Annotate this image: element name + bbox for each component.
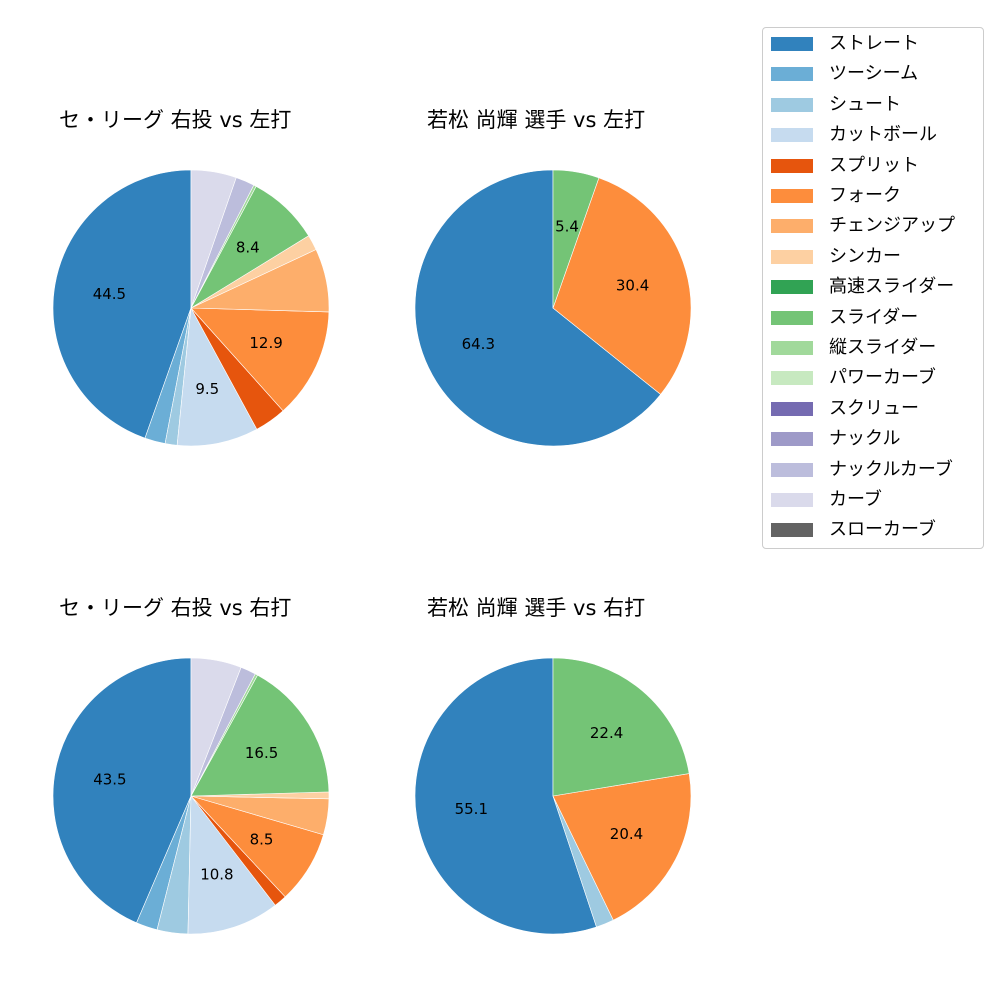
slice-value-label: 20.4 <box>610 825 643 843</box>
legend-label: スプリット <box>829 154 919 176</box>
pie-slice <box>190 657 242 797</box>
slice-value-label: 30.4 <box>616 276 649 294</box>
pie-slice <box>414 657 597 935</box>
legend-swatch <box>771 280 813 295</box>
legend-label: スローカーブ <box>829 519 936 541</box>
pie-slice <box>190 307 330 412</box>
slice-value-label: 43.5 <box>93 770 126 788</box>
chart-title-top-left: セ・リーグ 右投 vs 左打 <box>59 108 292 132</box>
chart-title-bottom-left: セ・リーグ 右投 vs 右打 <box>59 596 292 620</box>
legend-label: 縦スライダー <box>829 337 937 358</box>
legend-label: カーブ <box>829 489 882 510</box>
pie-slice <box>190 169 237 309</box>
legend-swatch <box>771 128 813 143</box>
legend-swatch <box>771 97 813 112</box>
legend-swatch <box>771 67 813 82</box>
legend-swatch <box>771 310 813 325</box>
legend-label: チェンジアップ <box>829 215 955 237</box>
legend-label: 高速スライダー <box>829 276 955 298</box>
legend-swatch <box>771 189 813 203</box>
chart-title-top-right: 若松 尚輝 選手 vs 左打 <box>427 108 646 132</box>
pie-slice <box>52 657 192 924</box>
pie-slice <box>52 169 192 439</box>
legend-label: フォーク <box>829 185 901 206</box>
legend-label: シュート <box>829 93 901 115</box>
legend-label: カットボール <box>829 124 937 146</box>
legend-label: ツーシーム <box>829 63 919 85</box>
legend-label: ナックル <box>829 428 901 450</box>
pie-slice <box>552 169 600 309</box>
slice-value-label: 5.4 <box>555 217 579 235</box>
pie-slice <box>176 307 258 447</box>
legend-label: パワーカーブ <box>829 367 936 389</box>
slice-value-label: 12.9 <box>249 334 282 352</box>
legend-swatch <box>771 341 813 355</box>
slice-value-label: 44.5 <box>93 285 126 303</box>
legend-swatch <box>771 371 813 386</box>
pie-slice <box>552 773 692 921</box>
legend-swatch <box>771 493 813 507</box>
slice-value-label: 55.1 <box>455 800 488 818</box>
slice-value-label: 22.4 <box>590 724 623 742</box>
legend-swatch <box>771 462 813 477</box>
legend-label: シンカー <box>829 245 901 267</box>
slice-value-label: 64.3 <box>462 335 495 353</box>
pie-slice <box>552 177 692 395</box>
legend-label: ストレート <box>829 33 919 54</box>
slice-value-label: 9.5 <box>195 380 219 398</box>
pie-slice <box>414 169 662 447</box>
slice-value-label: 8.4 <box>236 239 260 257</box>
pie-slice <box>187 795 276 935</box>
legend: ストレートツーシームシュートカットボール スプリットフォークチェンジアップ シンカー… <box>762 27 984 549</box>
chart-title-bottom-right: 若松 尚輝 選手 vs 右打 <box>427 596 646 620</box>
legend-swatch <box>771 219 813 234</box>
legend-swatch <box>771 523 813 538</box>
legend-swatch <box>771 37 813 51</box>
pie-slice <box>552 657 690 797</box>
legend-label: ナックルカーブ <box>829 458 953 480</box>
legend-swatch <box>771 432 813 447</box>
pie-slice <box>190 674 330 797</box>
legend-swatch <box>771 401 813 416</box>
legend-label: スクリュー <box>829 397 919 419</box>
slice-value-label: 10.8 <box>200 866 233 884</box>
legend-label: スライダー <box>829 306 919 328</box>
slice-value-label: 16.5 <box>245 744 278 762</box>
legend-swatch <box>771 158 813 173</box>
slice-value-label: 8.5 <box>250 830 274 848</box>
legend-swatch <box>771 249 813 264</box>
